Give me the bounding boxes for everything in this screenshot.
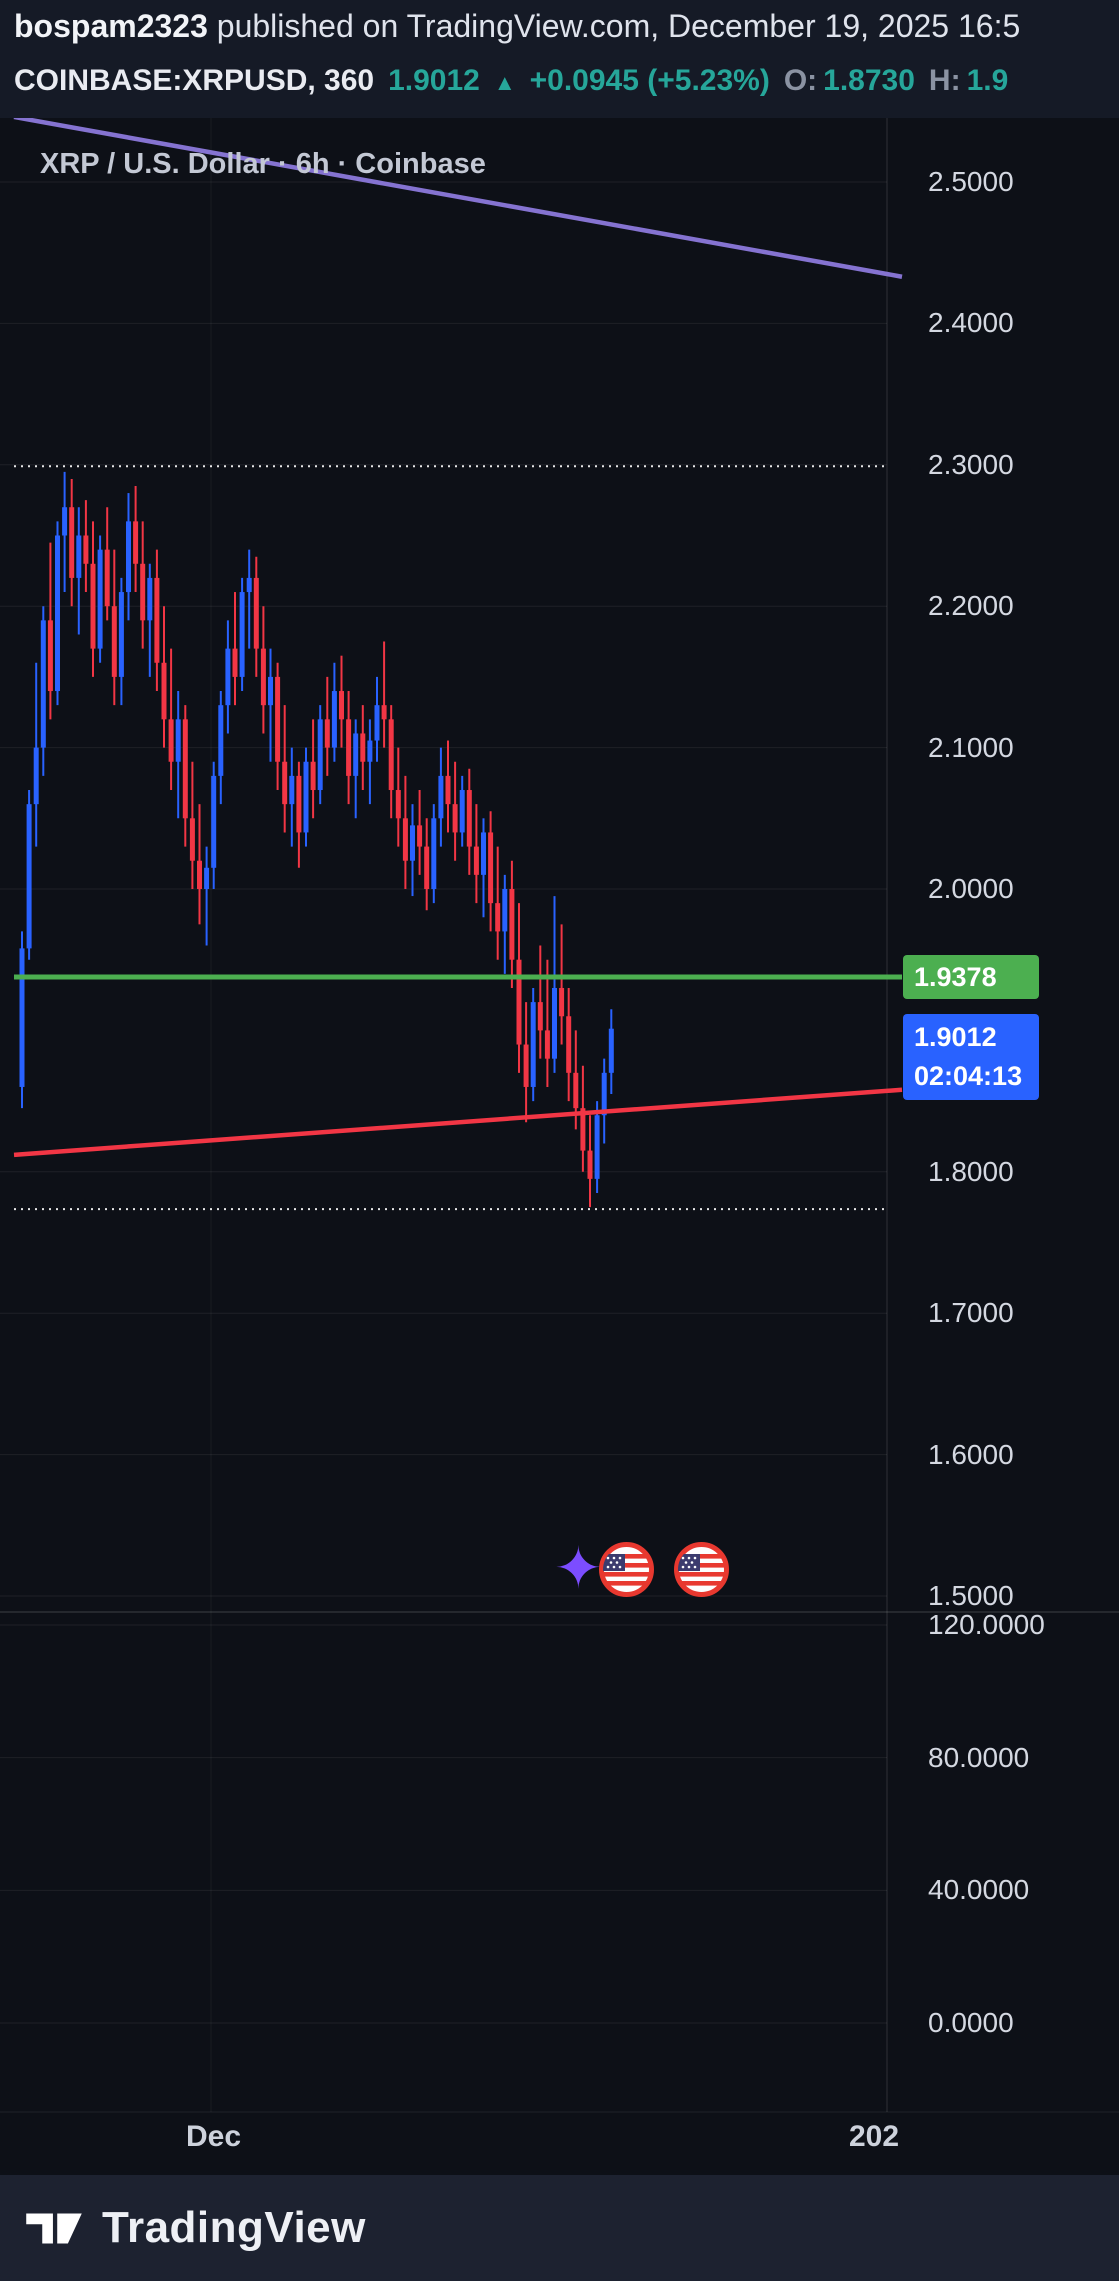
y-axis-label: 80.0000 xyxy=(928,1741,1030,1773)
y-axis-label: 1.5000 xyxy=(928,1580,1014,1611)
y-axis-label: 0.0000 xyxy=(928,2007,1014,2038)
us-flag-sticker-icon[interactable] xyxy=(598,1541,655,1598)
y-axis-label: 2.1000 xyxy=(928,731,1014,763)
bar-countdown-timer: 02:04:13 xyxy=(914,1061,1023,1091)
last-price: 1.9012 xyxy=(388,64,480,97)
x-axis-label-year: 202 xyxy=(849,2120,900,2153)
price-change: +0.0945 (+5.23%) xyxy=(529,64,770,97)
high-value: 1.9 xyxy=(966,64,1009,97)
tradingview-wordmark[interactable]: TradingView xyxy=(102,2203,366,2252)
y-axis-label: 2.5000 xyxy=(928,166,1014,197)
open-label: O: xyxy=(783,64,818,97)
y-axis-label: 1.8000 xyxy=(928,1155,1014,1187)
symbol-interval[interactable]: COINBASE:XRPUSD, 360 xyxy=(14,64,375,97)
publish-info-line: bospam2323 published on TradingView.com,… xyxy=(14,8,1020,45)
price-up-arrow-icon: ▲ xyxy=(493,70,516,95)
y-axis-label: 2.4000 xyxy=(928,307,1014,339)
x-axis-label-dec: Dec xyxy=(186,2120,242,2153)
alert-price-label: 1.9378 xyxy=(903,955,1039,999)
high-label: H: xyxy=(928,64,961,97)
publish-info-text: published on TradingView.com, December 1… xyxy=(207,8,1021,44)
current-price-value: 1.9012 xyxy=(914,1022,997,1052)
open-value: 1.8730 xyxy=(823,64,915,97)
y-axis-label: 2.0000 xyxy=(928,873,1014,904)
y-axis-label: 1.6000 xyxy=(928,1438,1014,1470)
y-axis-label: 1.7000 xyxy=(928,1297,1014,1329)
sparkle-sticker-icon[interactable]: ✦ xyxy=(554,1536,603,1601)
y-axis-label: 2.3000 xyxy=(928,448,1014,480)
current-price-label: 1.9012 02:04:13 xyxy=(903,1014,1039,1100)
chart-legend-title[interactable]: XRP / U.S. Dollar · 6h · Coinbase xyxy=(40,148,486,180)
symbol-status-line: COINBASE:XRPUSD, 360 1.9012 ▲ +0.0945 (+… xyxy=(14,64,1008,98)
username[interactable]: bospam2323 xyxy=(14,8,208,44)
y-axis-label: 2.2000 xyxy=(928,590,1014,622)
tradingview-footer: TradingView xyxy=(0,2175,1119,2281)
publish-header: bospam2323 published on TradingView.com,… xyxy=(0,0,1119,118)
alert-price-value: 1.9378 xyxy=(914,962,997,992)
tradingview-logo-icon[interactable] xyxy=(26,2205,82,2252)
y-axis-label: 120.0000 xyxy=(928,1609,1045,1640)
y-axis-label: 40.0000 xyxy=(928,1874,1030,1906)
us-flag-sticker-icon[interactable] xyxy=(673,1541,730,1598)
